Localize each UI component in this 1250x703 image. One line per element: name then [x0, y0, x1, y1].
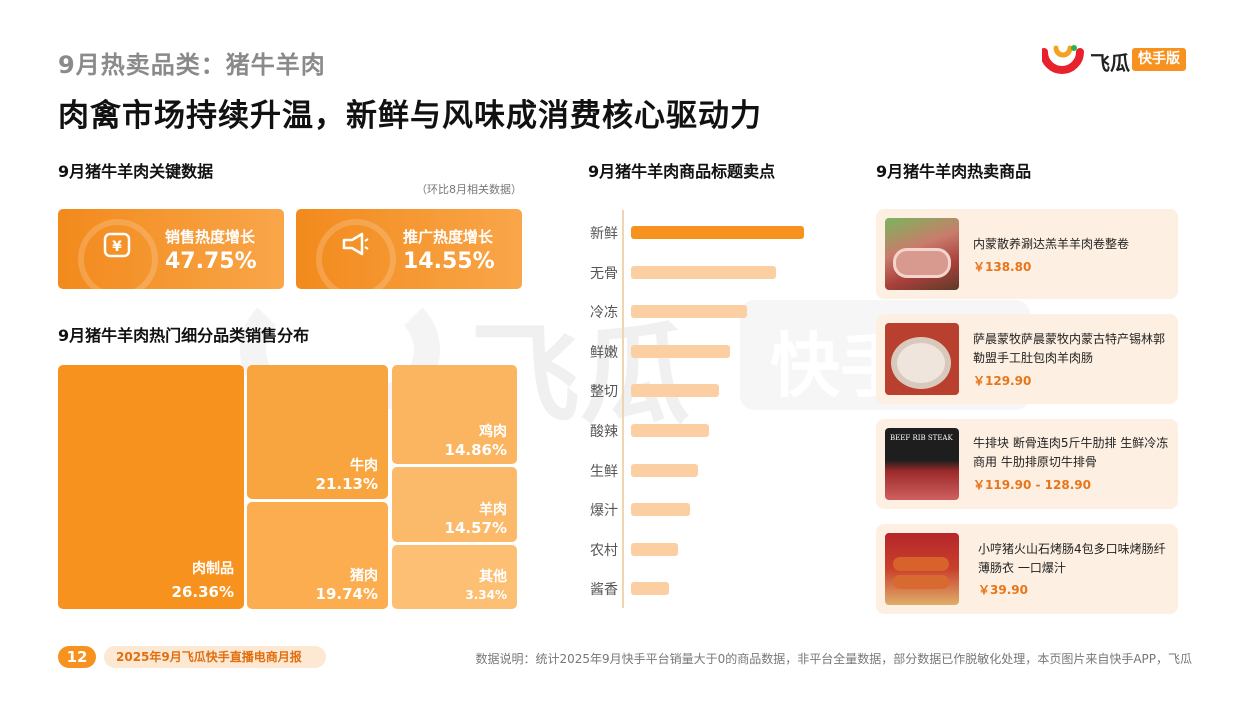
- lamb-sausage-image: [885, 323, 959, 395]
- brand-name: 飞瓜: [1090, 51, 1130, 75]
- page-number: 12: [58, 646, 96, 668]
- product-price: ￥138.80: [973, 260, 1032, 274]
- bar: [631, 305, 747, 319]
- bar-label: 整切: [590, 384, 618, 401]
- report-name: 2025年9月飞瓜快手直播电商月报: [104, 646, 326, 668]
- hot-products-title: 9月猪牛羊肉热卖商品: [876, 162, 1032, 181]
- treemap-cell-pct: 3.34%: [465, 588, 507, 602]
- sausage-image: [885, 533, 959, 605]
- page-title: 肉禽市场持续升温，新鲜与风味成消费核心驱动力: [58, 98, 762, 134]
- treemap-cell-chicken: 鸡肉 14.86%: [392, 365, 517, 464]
- bar-label: 鲜嫩: [590, 344, 618, 361]
- thumb-badge: BEEF RIB STEAK: [890, 434, 953, 442]
- bar: [631, 582, 670, 596]
- bar: [631, 265, 777, 279]
- product-price: ￥129.90: [973, 374, 1032, 388]
- product-card[interactable]: 萨晨蒙牧萨晨蒙牧内蒙古特产锡林郭勒盟手工肚包肉羊肉肠 ￥129.90: [876, 314, 1178, 404]
- lamb-roll-image: [885, 218, 959, 290]
- treemap-cell-beef: 牛肉 21.13%: [247, 365, 388, 499]
- treemap-cell-other: 其他 3.34%: [392, 545, 517, 609]
- bar: [631, 503, 690, 517]
- bar-label: 爆汁: [590, 503, 618, 520]
- treemap-cell-name: 羊肉: [479, 502, 507, 518]
- bar-label: 酸辣: [590, 424, 618, 440]
- treemap-cell-pork: 猪肉 19.74%: [247, 502, 388, 609]
- data-note: 数据说明：统计2025年9月快手平台销量大于0的商品数据，非平台全量数据，部分数…: [475, 652, 1193, 666]
- treemap-cell-lamb: 羊肉 14.57%: [392, 467, 517, 542]
- product-card[interactable]: 内蒙散养涮达羔羊羊肉卷整卷 ￥138.80: [876, 209, 1178, 299]
- bar: [631, 542, 678, 556]
- product-price: ￥119.90 - 128.90: [973, 478, 1091, 492]
- brand-logo: 飞瓜 快手版: [1042, 44, 1192, 76]
- bar-label: 无骨: [590, 265, 618, 282]
- money-bag-icon: ¥: [103, 232, 131, 258]
- kpi-watermark: [316, 219, 396, 289]
- beef-rib-image: BEEF RIB STEAK: [885, 428, 959, 500]
- treemap-cell-pct: 21.13%: [315, 475, 378, 493]
- bar-label: 新鲜: [590, 226, 618, 242]
- treemap-cell-name: 鸡肉: [479, 424, 507, 440]
- product-name: 牛排块 断骨连肉5斤牛肋排 生鲜冷冻 商用 牛肋排原切牛排骨: [973, 436, 1169, 469]
- bar: [631, 384, 720, 398]
- bar-label: 生鲜: [590, 463, 618, 480]
- kpi-watermark: [78, 219, 158, 289]
- treemap-cell-pct: 14.86%: [444, 441, 507, 459]
- treemap-cell-pct: 19.74%: [315, 585, 378, 603]
- kpi-card-promo: 推广热度增长 14.55%: [296, 209, 522, 289]
- megaphone-icon: [342, 232, 369, 256]
- brand-tag: 快手版: [1132, 48, 1186, 71]
- product-name: 内蒙散养涮达羔羊羊肉卷整卷: [973, 237, 1130, 251]
- kpi-label: 推广热度增长: [403, 228, 494, 246]
- treemap-cell-name: 肉制品: [192, 561, 234, 577]
- product-price: ￥39.90: [978, 583, 1028, 597]
- chart-axis: [622, 210, 624, 608]
- treemap-cell-name: 牛肉: [350, 458, 378, 474]
- chart-title: 9月猪牛羊肉商品标题卖点: [588, 162, 776, 181]
- treemap-cell-processed-meat: 肉制品 26.36%: [58, 365, 244, 609]
- treemap-cell-name: 其他: [479, 569, 507, 585]
- product-name: 萨晨蒙牧萨晨蒙牧内蒙古特产锡林郭勒盟手工肚包肉羊肉肠: [973, 332, 1166, 365]
- treemap-cell-name: 猪肉: [350, 568, 378, 584]
- kpi-card-sales: ¥ 销售热度增长 47.75%: [58, 209, 284, 289]
- feigua-logo-icon: [1042, 45, 1084, 74]
- svg-text:¥: ¥: [112, 239, 122, 255]
- bar-label: 酱香: [590, 582, 618, 599]
- bar: [631, 424, 709, 437]
- product-card[interactable]: BEEF RIB STEAK 牛排块 断骨连肉5斤牛肋排 生鲜冷冻 商用 牛肋排…: [876, 419, 1178, 509]
- page-kicker: 9月热卖品类：猪牛羊肉: [58, 51, 326, 79]
- bar: [631, 344, 730, 358]
- bar: [631, 463, 699, 477]
- key-data-note: （环比8月相关数据）: [416, 183, 522, 196]
- key-data-title: 9月猪牛羊肉关键数据: [58, 162, 214, 181]
- product-card[interactable]: 小哼猪火山石烤肠4包多口味烤肠纤薄肠衣 一口爆汁 ￥39.90: [876, 524, 1178, 614]
- kpi-value: 14.55%: [403, 249, 495, 274]
- treemap-title: 9月猪牛羊肉热门细分品类销售分布: [58, 326, 310, 345]
- bar-label: 冷冻: [590, 305, 618, 322]
- treemap-cell-pct: 14.57%: [444, 519, 507, 537]
- kpi-label: 销售热度增长: [165, 228, 256, 246]
- bar: [631, 226, 804, 239]
- bar-label: 农村: [590, 542, 618, 559]
- treemap-cell-pct: 26.36%: [171, 583, 234, 601]
- product-name: 小哼猪火山石烤肠4包多口味烤肠纤薄肠衣 一口爆汁: [978, 542, 1166, 575]
- kpi-value: 47.75%: [165, 249, 257, 274]
